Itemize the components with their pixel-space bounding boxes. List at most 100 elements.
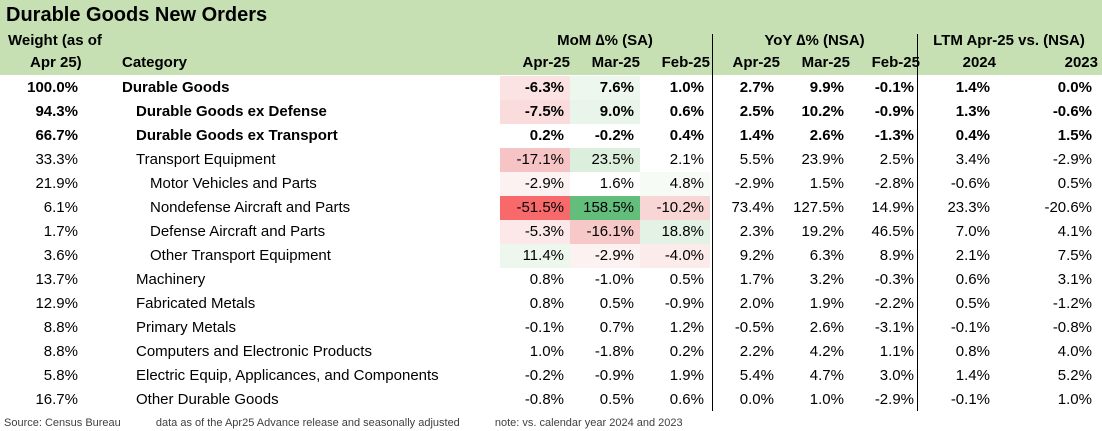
yoy-value-cell: 1.4% xyxy=(739,127,774,144)
category-cell: Defense Aircraft and Parts xyxy=(150,223,326,240)
mom-col-header: Apr-25 xyxy=(522,54,570,71)
ltm-value-cell: 1.3% xyxy=(955,103,990,120)
yoy-col-header: Apr-25 xyxy=(732,54,780,71)
table-row: 1.7% Defense Aircraft and Parts -5.3% -16.1… xyxy=(0,220,1102,244)
weight-cell: 5.8% xyxy=(43,367,78,384)
column-divider xyxy=(917,34,918,411)
category-cell: Durable Goods ex Transport xyxy=(136,127,338,144)
ltm-value-cell: 0.8% xyxy=(955,343,990,360)
yoy-value-cell: 2.7% xyxy=(739,79,774,96)
ltm-value-cell: 3.4% xyxy=(955,151,990,168)
yoy-value-cell: 9.2% xyxy=(739,247,774,264)
yoy-value-cell: 2.6% xyxy=(809,127,844,144)
ltm-value-cell: 7.0% xyxy=(955,223,990,240)
yoy-value-cell: 1.0% xyxy=(809,391,844,408)
mom-value-cell: 158.5% xyxy=(570,196,640,220)
ltm-value-cell: 23.3% xyxy=(947,199,990,216)
weight-cell: 12.9% xyxy=(35,295,78,312)
yoy-value-cell: 2.5% xyxy=(879,151,914,168)
ltm-value-cell: -1.2% xyxy=(1052,295,1092,312)
yoy-value-cell: 14.9% xyxy=(871,199,914,216)
ltm-value-cell: 0.5% xyxy=(1057,175,1092,192)
category-cell: Other Durable Goods xyxy=(136,391,279,408)
yoy-value-cell: -3.1% xyxy=(874,319,914,336)
yoy-value-cell: 2.6% xyxy=(809,319,844,336)
mom-value-cell: -16.1% xyxy=(570,220,640,244)
yoy-value-cell: -1.3% xyxy=(874,127,914,144)
column-divider xyxy=(712,34,713,411)
weight-cell: 16.7% xyxy=(35,391,78,408)
weight-cell: 100.0% xyxy=(27,79,78,96)
category-cell: Durable Goods xyxy=(122,79,230,96)
yoy-value-cell: -0.1% xyxy=(874,79,914,96)
mom-value-cell: 2.1% xyxy=(640,148,710,172)
mom-value-cell: 9.0% xyxy=(570,100,640,124)
mom-value-cell: 1.0% xyxy=(500,340,570,364)
category-cell: Durable Goods ex Defense xyxy=(136,103,327,120)
mom-value-cell: 0.7% xyxy=(570,316,640,340)
category-cell: Transport Equipment xyxy=(136,151,276,168)
weight-cell: 8.8% xyxy=(43,343,78,360)
ltm-value-cell: -20.6% xyxy=(1044,199,1092,216)
yoy-value-cell: -2.9% xyxy=(874,391,914,408)
mom-value-cell: -7.5% xyxy=(500,100,570,124)
yoy-value-cell: 1.7% xyxy=(739,271,774,288)
mom-value-cell: 23.5% xyxy=(570,148,640,172)
table-row: 5.8% Electric Equip, Applicances, and Com… xyxy=(0,364,1102,388)
ltm-value-cell: -0.1% xyxy=(950,391,990,408)
ltm-value-cell: 1.4% xyxy=(955,79,990,96)
mom-group-header: MoM ∆% (SA) xyxy=(557,32,653,49)
mom-value-cell: -10.2% xyxy=(640,196,710,220)
table-row: 21.9% Motor Vehicles and Parts -2.9% 1.6% 4.… xyxy=(0,172,1102,196)
table-row: 66.7% Durable Goods ex Transport 0.2% -0.2%… xyxy=(0,124,1102,148)
mom-value-cell: 0.2% xyxy=(500,124,570,148)
yoy-value-cell: -0.9% xyxy=(874,103,914,120)
yoy-value-cell: -2.2% xyxy=(874,295,914,312)
table-row: 3.6% Other Transport Equipment 11.4% -2.9% -… xyxy=(0,244,1102,268)
comparison-note: note: vs. calendar year 2024 and 2023 xyxy=(494,417,683,429)
weight-cell: 33.3% xyxy=(35,151,78,168)
mom-value-cell: 11.4% xyxy=(500,244,570,268)
mom-value-cell: -4.0% xyxy=(640,244,710,268)
table-row: 6.1% Nondefense Aircraft and Parts -51.5% 1… xyxy=(0,196,1102,220)
mom-value-cell: 1.9% xyxy=(640,364,710,388)
ltm-group-header: LTM Apr-25 vs. (NSA) xyxy=(933,32,1085,49)
mom-value-cell: 0.6% xyxy=(640,388,710,412)
category-cell: Computers and Electronic Products xyxy=(136,343,372,360)
yoy-value-cell: 0.0% xyxy=(739,391,774,408)
yoy-value-cell: 1.1% xyxy=(879,343,914,360)
ltm-value-cell: -0.6% xyxy=(950,175,990,192)
ltm-value-cell: 0.0% xyxy=(1057,79,1092,96)
yoy-col-header: Mar-25 xyxy=(801,54,850,71)
yoy-value-cell: 2.2% xyxy=(739,343,774,360)
mom-value-cell: -2.9% xyxy=(570,244,640,268)
weight-cell: 3.6% xyxy=(43,247,78,264)
ltm-value-cell: -0.8% xyxy=(1052,319,1092,336)
mom-value-cell: -0.2% xyxy=(570,124,640,148)
yoy-value-cell: 5.5% xyxy=(739,151,774,168)
mom-value-cell: -17.1% xyxy=(500,148,570,172)
ltm-value-cell: -0.1% xyxy=(950,319,990,336)
table-row: 12.9% Fabricated Metals 0.8% 0.5% -0.9% 2.0% 1… xyxy=(0,292,1102,316)
yoy-value-cell: 3.2% xyxy=(809,271,844,288)
weight-header-line1: Weight (as of xyxy=(8,32,102,49)
mom-value-cell: 1.0% xyxy=(640,76,710,100)
weight-cell: 13.7% xyxy=(35,271,78,288)
weight-cell: 94.3% xyxy=(35,103,78,120)
yoy-value-cell: 1.9% xyxy=(809,295,844,312)
table-header: Weight (as of Apr 25) Category MoM ∆% (S… xyxy=(0,30,1102,75)
ltm-value-cell: 4.1% xyxy=(1057,223,1092,240)
category-cell: Primary Metals xyxy=(136,319,237,336)
mom-value-cell: -1.8% xyxy=(570,340,640,364)
mom-value-cell: 0.4% xyxy=(640,124,710,148)
weight-cell: 6.1% xyxy=(43,199,78,216)
mom-value-cell: 0.6% xyxy=(640,100,710,124)
mom-value-cell: 7.6% xyxy=(570,76,640,100)
ltm-value-cell: 1.0% xyxy=(1057,391,1092,408)
mom-value-cell: -1.0% xyxy=(570,268,640,292)
yoy-value-cell: 2.0% xyxy=(739,295,774,312)
table-title: Durable Goods New Orders xyxy=(0,0,1102,30)
yoy-col-header: Feb-25 xyxy=(871,54,920,71)
table-row: 8.8% Primary Metals -0.1% 0.7% 1.2% -0.5% 2.6%… xyxy=(0,316,1102,340)
yoy-value-cell: -0.3% xyxy=(874,271,914,288)
